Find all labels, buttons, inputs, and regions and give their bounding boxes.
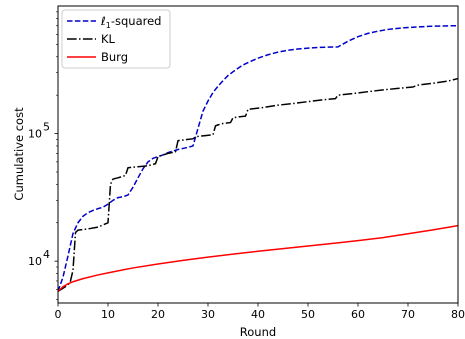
- x-tick-label: 50: [301, 308, 315, 321]
- x-tick-label: 0: [55, 308, 62, 321]
- x-tick-label: 30: [201, 308, 215, 321]
- legend-entry-kl: KL: [101, 32, 116, 46]
- legend-l1-symbol: ℓ: [100, 14, 106, 28]
- x-axis-label: Round: [240, 325, 276, 339]
- legend-entry-l1-squared: ℓ1-squared: [100, 14, 162, 30]
- legend-entry-burg: Burg: [101, 50, 128, 64]
- series-line-kl: [57, 77, 459, 292]
- series-layer: [57, 24, 459, 292]
- x-tick-label: 70: [401, 308, 415, 321]
- x-tick-label: 80: [451, 308, 465, 321]
- x-tick-label: 10: [101, 308, 115, 321]
- x-tick-label: 20: [151, 308, 165, 321]
- series-line-1-squared: [57, 24, 459, 292]
- y-tick-label: 10: [28, 128, 42, 141]
- legend-box: [61, 9, 171, 69]
- y-tick-label: 10: [28, 255, 42, 268]
- legend-l1-rest: -squared: [111, 14, 162, 28]
- y-tick-exponent: 5: [43, 121, 50, 134]
- legend-l1-subscript: 1: [106, 21, 111, 30]
- y-tick-exponent: 4: [43, 248, 50, 261]
- x-tick-label: 60: [351, 308, 365, 321]
- series-line-burg: [57, 224, 459, 292]
- x-tick-label: 40: [251, 308, 265, 321]
- legend: ℓ1-squared KL Burg: [61, 9, 171, 69]
- y-axis-label: Cumulative cost: [12, 107, 26, 201]
